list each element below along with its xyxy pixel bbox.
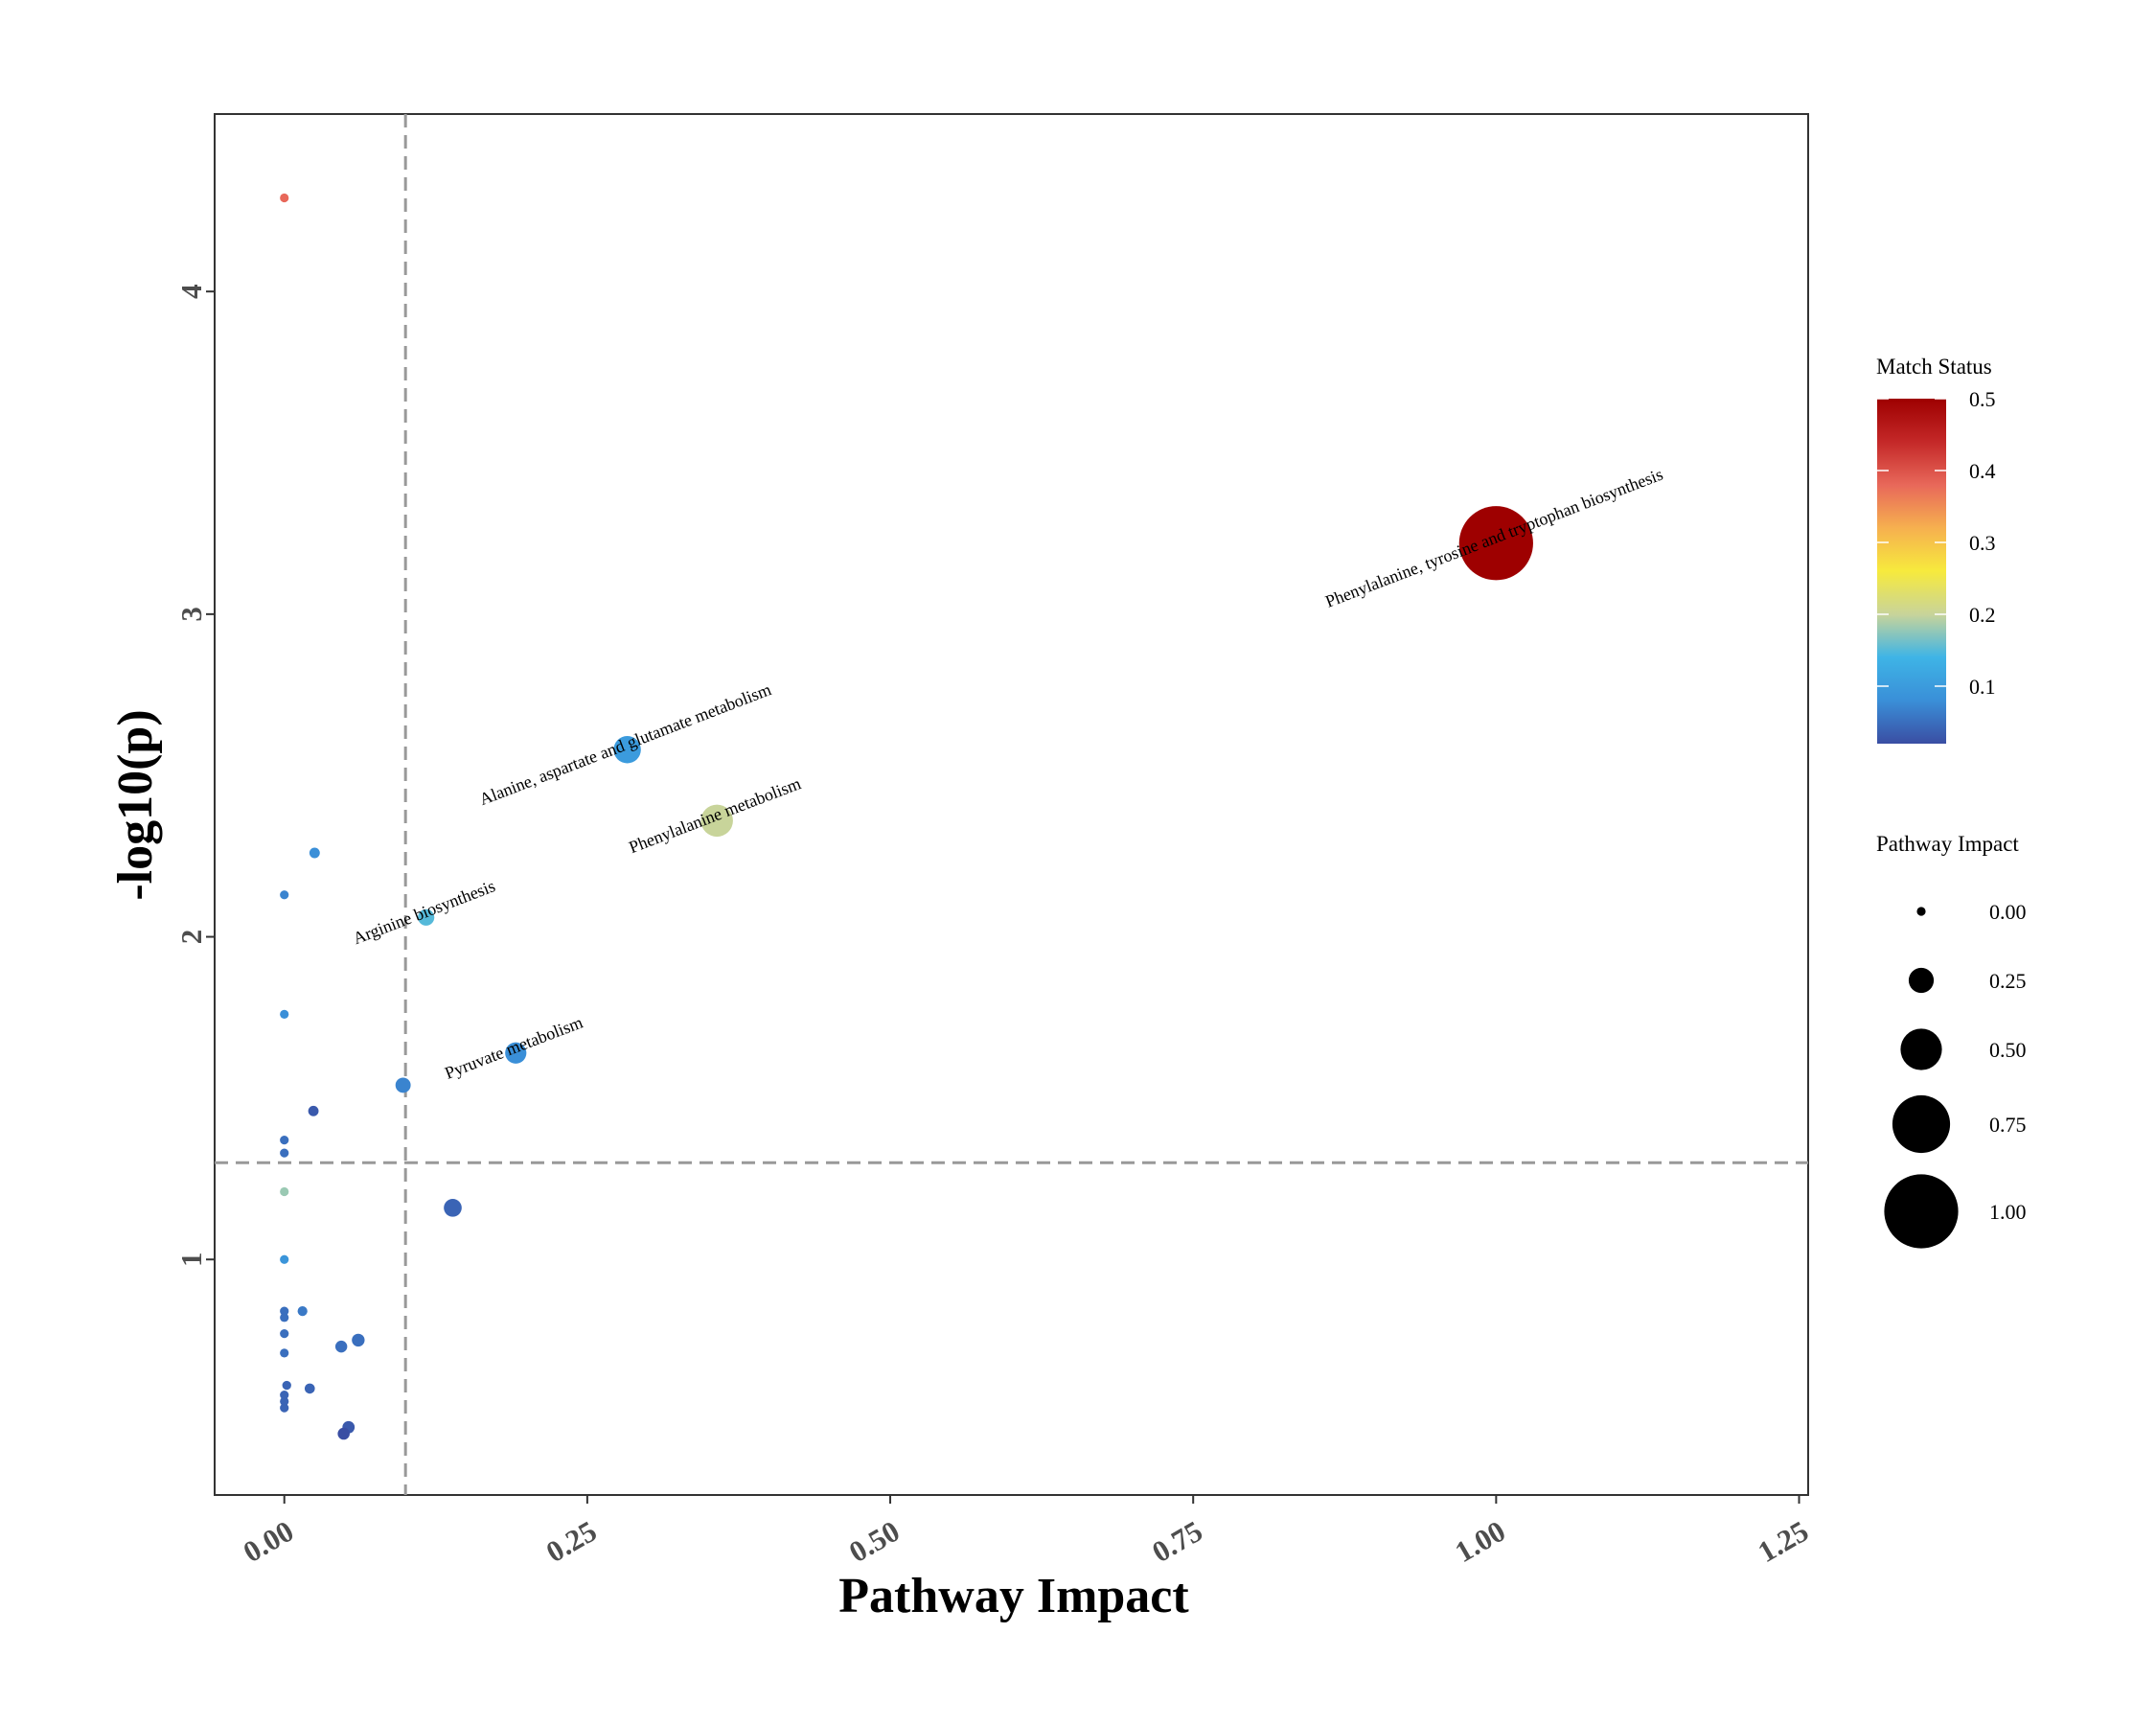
point-annotation-label: Arginine biosynthesis [351, 876, 498, 948]
data-point [280, 1306, 289, 1316]
data-point [1458, 506, 1533, 581]
size-legend-label: 0.50 [1989, 1038, 2027, 1062]
size-legend-label: 0.00 [1989, 900, 2027, 924]
data-point [280, 193, 289, 203]
y-tick-label: 4 [174, 284, 208, 299]
size-legend-key [1892, 1094, 1951, 1154]
data-point [308, 1105, 319, 1116]
x-tick-label: 1.25 [1753, 1514, 1814, 1569]
data-point [280, 1403, 289, 1413]
color-legend-label: 0.2 [1969, 603, 1996, 627]
data-point [280, 1348, 289, 1358]
data-point [309, 847, 320, 859]
data-point [395, 1077, 411, 1093]
x-tick-label: 0.75 [1146, 1514, 1207, 1569]
point-annotation-label: Alanine, aspartate and glutamate metabol… [476, 679, 773, 809]
x-tick-label: 0.25 [540, 1514, 602, 1569]
data-point [613, 736, 641, 764]
color-legend-label: 0.5 [1969, 387, 1996, 411]
data-point [337, 1427, 350, 1440]
plot-panel-border [214, 113, 1809, 1496]
color-legend-title: Match Status [1876, 355, 1992, 379]
data-point [280, 1396, 289, 1406]
data-point [334, 1340, 348, 1353]
data-point [418, 908, 435, 926]
size-legend-key [1900, 1028, 1942, 1070]
size-legend-key [1884, 1174, 1959, 1249]
x-tick-label: 0.50 [843, 1514, 905, 1569]
data-point [297, 1305, 308, 1317]
data-point [444, 1199, 462, 1217]
size-legend-label: 0.75 [1989, 1113, 2027, 1137]
size-legend-label: 1.00 [1989, 1200, 2027, 1224]
x-tick-label: 0.00 [238, 1514, 299, 1569]
size-legend-key [1908, 967, 1935, 994]
color-legend-label: 0.1 [1969, 675, 1996, 699]
data-point [280, 1313, 289, 1322]
data-point [280, 1391, 289, 1400]
y-tick-label: 3 [174, 607, 208, 622]
data-point [282, 1380, 291, 1391]
data-point [280, 1254, 289, 1264]
x-axis-title: Pathway Impact [838, 1569, 1189, 1623]
color-legend-label: 0.4 [1969, 459, 1996, 483]
y-tick-label: 1 [174, 1252, 208, 1267]
data-point [280, 1186, 289, 1197]
data-point [280, 1148, 289, 1158]
data-point [700, 804, 733, 838]
point-annotation-label: Phenylalanine, tyrosine and tryptophan b… [1322, 465, 1665, 611]
size-legend-label: 0.25 [1989, 969, 2027, 993]
legend-area: Match Status 0.1 0.2 0.3 0.4 0.5 Pathway Impac… [1876, 355, 2027, 1249]
data-point [505, 1042, 527, 1064]
data-point [280, 1009, 289, 1019]
size-legend-title: Pathway Impact [1876, 832, 2019, 856]
data-point [280, 1329, 289, 1339]
color-legend-label: 0.3 [1969, 531, 1996, 555]
color-legend-bar [1877, 399, 1946, 744]
data-point [280, 1136, 289, 1145]
data-point [280, 890, 289, 900]
data-point [304, 1383, 315, 1394]
data-point [352, 1333, 365, 1347]
y-axis-title: -log10(p) [108, 709, 163, 900]
size-legend-key [1916, 907, 1926, 916]
x-tick-label: 1.00 [1449, 1514, 1510, 1569]
point-annotation-label: Phenylalanine metabolism [627, 773, 804, 857]
plot-area: 0.00 0.25 0.50 0.75 1.00 1.25 1 2 3 4 Phenylalanin… [174, 113, 1814, 1569]
y-tick-label: 2 [174, 930, 208, 945]
point-annotation-label: Pyruvate metabolism [442, 1012, 585, 1082]
